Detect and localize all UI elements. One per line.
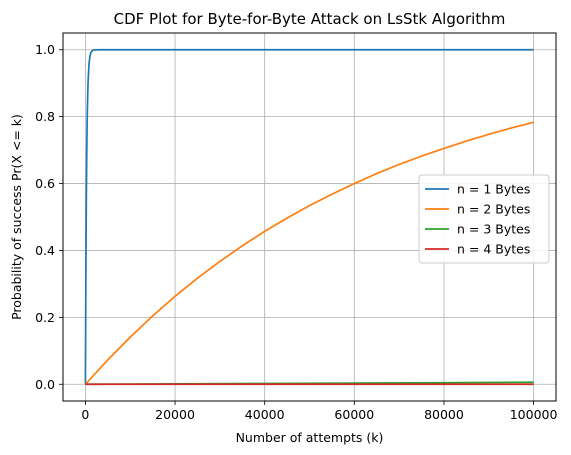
legend: n = 1 Bytes n = 2 Bytes n = 3 Bytes n = 4 B… [418, 174, 550, 264]
legend-label: n = 3 Bytes [457, 222, 530, 237]
y-tick-label: 1.0 [35, 42, 55, 57]
x-tick-label: 0 [81, 407, 89, 422]
series-line-1 [84, 48, 534, 385]
axis-ticks: 0 20000 40000 60000 80000 100000 0.0 0.2 0.4 0.6 0… [35, 42, 557, 422]
x-tick-label: 100000 [510, 407, 558, 422]
x-axis-label: Number of attempts (k) [236, 430, 384, 445]
x-tick-label: 20000 [155, 407, 195, 422]
y-tick-label: 0.2 [35, 310, 55, 325]
series-line-2 [84, 121, 534, 385]
x-tick-label: 60000 [334, 407, 374, 422]
legend-label: n = 1 Bytes [457, 182, 530, 197]
legend-label: n = 4 Bytes [457, 242, 530, 257]
x-tick-label: 80000 [424, 407, 464, 422]
plot-frame [62, 32, 557, 402]
legend-box [418, 174, 550, 264]
chart-title: CDF Plot for Byte-for-Byte Attack on LsS… [114, 10, 506, 28]
x-tick-label: 40000 [245, 407, 285, 422]
series-layer [84, 48, 534, 386]
y-tick-label: 0.6 [35, 176, 55, 191]
legend-label: n = 2 Bytes [457, 202, 530, 217]
y-tick-label: 0.0 [35, 377, 55, 392]
y-axis-label: Probability of success Pr(X <= k) [9, 114, 24, 320]
y-tick-label: 0.4 [35, 243, 55, 258]
y-tick-label: 0.8 [35, 109, 55, 124]
